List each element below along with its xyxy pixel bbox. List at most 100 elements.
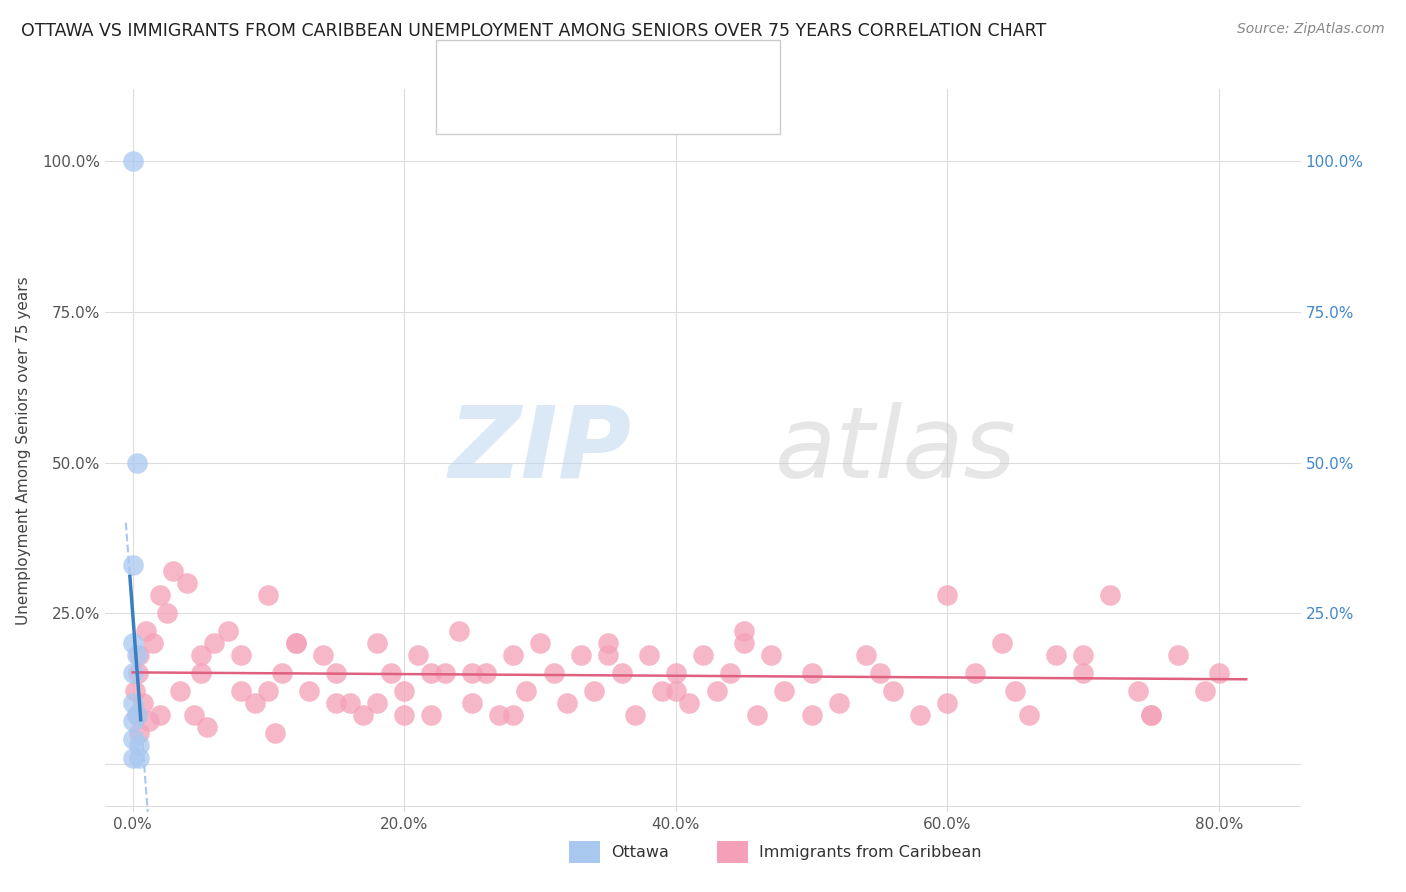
Point	[828, 696, 851, 710]
Point	[420, 708, 443, 723]
Point	[394, 708, 416, 723]
Point	[502, 708, 524, 723]
Point	[162, 564, 184, 578]
Point	[128, 739, 150, 753]
Point	[195, 721, 218, 735]
Point	[231, 684, 253, 698]
Point	[718, 666, 741, 681]
Point	[1071, 666, 1094, 681]
Point	[583, 684, 606, 698]
Point	[128, 750, 150, 764]
Point	[284, 636, 307, 650]
Point	[264, 726, 287, 740]
Point	[353, 708, 375, 723]
Point	[1140, 708, 1163, 723]
Point	[298, 684, 321, 698]
Point	[394, 684, 416, 698]
Point	[543, 666, 565, 681]
Point	[176, 576, 198, 591]
Point	[121, 558, 143, 572]
Text: Ottawa: Ottawa	[612, 845, 669, 860]
Point	[124, 684, 146, 698]
Point	[366, 636, 388, 650]
Point	[678, 696, 700, 710]
Point	[733, 624, 755, 639]
Point	[1167, 648, 1189, 662]
Point	[149, 708, 172, 723]
Point	[936, 696, 959, 710]
Point	[963, 666, 986, 681]
Point	[773, 684, 796, 698]
Point	[515, 684, 537, 698]
Text: Source: ZipAtlas.com: Source: ZipAtlas.com	[1237, 22, 1385, 37]
Point	[231, 648, 253, 662]
Point	[217, 624, 239, 639]
Point	[596, 636, 619, 650]
Point	[1004, 684, 1026, 698]
Point	[447, 624, 470, 639]
Point	[1194, 684, 1216, 698]
Point	[284, 636, 307, 650]
Point	[800, 666, 823, 681]
Point	[380, 666, 402, 681]
Point	[406, 648, 429, 662]
Point	[121, 666, 143, 681]
Point	[312, 648, 335, 662]
Point	[555, 696, 578, 710]
Point	[125, 648, 148, 662]
Text: ZIP: ZIP	[449, 402, 631, 499]
Point	[433, 666, 456, 681]
Point	[339, 696, 361, 710]
Point	[461, 696, 484, 710]
Point	[461, 666, 484, 681]
Point	[325, 696, 347, 710]
Text: R =  0.034   N = 98: R = 0.034 N = 98	[499, 92, 675, 110]
Point	[125, 455, 148, 469]
Point	[325, 666, 347, 681]
Point	[1018, 708, 1040, 723]
Point	[1071, 648, 1094, 662]
Point	[692, 648, 714, 662]
Point	[474, 666, 496, 681]
Point	[910, 708, 932, 723]
Point	[706, 684, 728, 698]
Point	[271, 666, 294, 681]
Y-axis label: Unemployment Among Seniors over 75 years: Unemployment Among Seniors over 75 years	[17, 277, 31, 624]
Point	[488, 708, 510, 723]
Point	[183, 708, 205, 723]
Point	[596, 648, 619, 662]
Point	[882, 684, 904, 698]
Point	[125, 708, 148, 723]
Point	[1208, 666, 1230, 681]
Point	[855, 648, 877, 662]
Point	[155, 606, 177, 620]
Point	[121, 750, 143, 764]
Point	[142, 636, 165, 650]
Point	[502, 648, 524, 662]
Point	[990, 636, 1012, 650]
Point	[121, 696, 143, 710]
Point	[138, 714, 160, 729]
Point	[1140, 708, 1163, 723]
Point	[869, 666, 891, 681]
Point	[936, 588, 959, 602]
Point	[759, 648, 782, 662]
Point	[190, 666, 212, 681]
Point	[257, 684, 280, 698]
Point	[132, 696, 155, 710]
Point	[190, 648, 212, 662]
Point	[128, 726, 150, 740]
Point	[610, 666, 633, 681]
Point	[121, 154, 143, 169]
Point	[127, 666, 149, 681]
Point	[202, 636, 225, 650]
Point	[1126, 684, 1149, 698]
Point	[569, 648, 592, 662]
Point	[1099, 588, 1122, 602]
Point	[747, 708, 769, 723]
Point	[1045, 648, 1067, 662]
Point	[169, 684, 191, 698]
Point	[733, 636, 755, 650]
Text: Immigrants from Caribbean: Immigrants from Caribbean	[759, 845, 981, 860]
Point	[651, 684, 673, 698]
